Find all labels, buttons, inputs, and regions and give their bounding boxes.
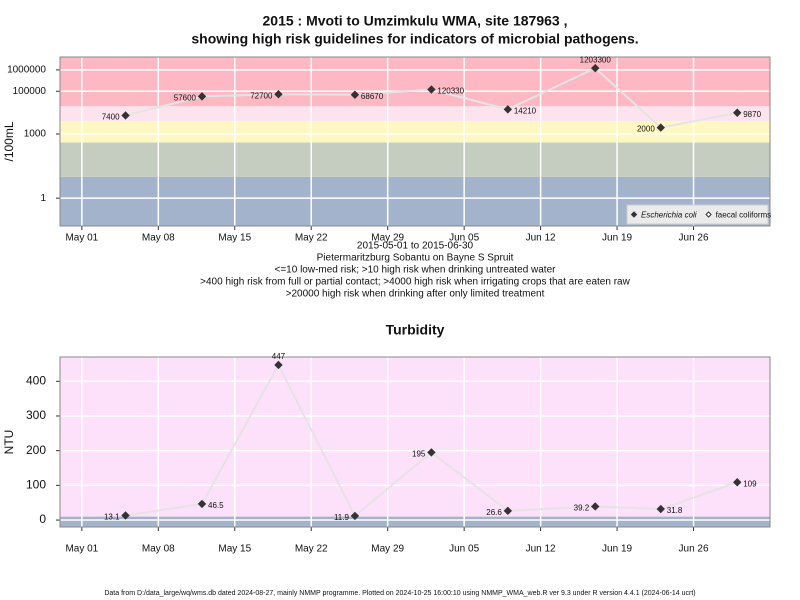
data-point bbox=[427, 448, 436, 457]
legend-label: faecal coliforms bbox=[716, 211, 772, 220]
note: <=10 low-med risk; >10 high risk when dr… bbox=[275, 265, 557, 276]
y-tick-label: 1 bbox=[40, 193, 46, 204]
data-label: 447 bbox=[272, 352, 286, 361]
y-tick-label: 200 bbox=[26, 443, 46, 457]
data-label: 109 bbox=[743, 479, 757, 488]
data-point bbox=[503, 506, 513, 516]
x-tick-label: Jun 05 bbox=[449, 544, 479, 555]
x-tick-label: Jun 19 bbox=[602, 544, 632, 555]
data-label: 26.6 bbox=[486, 508, 502, 517]
data-label: 195 bbox=[412, 450, 426, 459]
x-tick-label: May 15 bbox=[218, 233, 251, 244]
data-point bbox=[591, 502, 600, 511]
y-tick-label: 100000 bbox=[13, 86, 47, 97]
data-point bbox=[733, 478, 742, 487]
data-point bbox=[121, 111, 130, 120]
legend-marker bbox=[630, 211, 638, 218]
x-tick-label: May 29 bbox=[371, 233, 404, 244]
x-tick-label: May 08 bbox=[142, 544, 175, 555]
data-label: 39.2 bbox=[574, 504, 590, 513]
x-tick-label: May 01 bbox=[65, 233, 98, 244]
y-tick-label: 100 bbox=[26, 478, 46, 492]
data-label: 7400 bbox=[102, 113, 120, 122]
legend-marker bbox=[705, 211, 712, 218]
data-point bbox=[733, 108, 742, 117]
risk-band bbox=[60, 142, 770, 177]
data-label: 11.9 bbox=[334, 513, 350, 522]
risk-band bbox=[60, 121, 770, 143]
data-label: 68670 bbox=[361, 92, 384, 101]
data-point bbox=[656, 123, 665, 132]
x-tick-label: Jun 12 bbox=[526, 544, 556, 555]
chart-title: Turbidity bbox=[386, 322, 445, 338]
risk-band bbox=[60, 516, 770, 527]
risk-band bbox=[60, 57, 770, 107]
y-tick-label: 1000000 bbox=[7, 65, 46, 76]
plot-border bbox=[59, 56, 771, 227]
data-label: 1203300 bbox=[580, 55, 612, 64]
y-tick-label: 0 bbox=[39, 512, 46, 526]
y-tick-label: 300 bbox=[26, 408, 46, 422]
note: Pietermaritzburg Sobantu on Bayne S Spru… bbox=[317, 253, 514, 264]
data-point bbox=[503, 105, 513, 114]
x-tick-label: May 01 bbox=[65, 544, 98, 555]
y-axis-label: NTU bbox=[2, 430, 16, 455]
data-label: 72700 bbox=[250, 91, 273, 100]
note: >20000 high risk when drinking after onl… bbox=[286, 289, 545, 300]
x-tick-label: May 15 bbox=[218, 544, 251, 555]
x-tick-label: Jun 26 bbox=[679, 544, 709, 555]
data-point bbox=[350, 90, 360, 99]
data-label: 120330 bbox=[437, 87, 464, 96]
risk-band bbox=[60, 357, 770, 517]
note: 2015-05-01 to 2015-06-30 bbox=[357, 241, 474, 252]
data-point bbox=[591, 63, 600, 73]
plot-border bbox=[59, 356, 771, 528]
data-point bbox=[197, 499, 207, 509]
data-label: 2000 bbox=[637, 125, 655, 134]
data-label: 13.1 bbox=[104, 513, 120, 522]
y-tick-label: 1000 bbox=[24, 129, 47, 140]
data-point bbox=[427, 85, 436, 94]
y-axis-label: /100mL bbox=[2, 121, 16, 161]
x-tick-label: Jun 12 bbox=[526, 233, 556, 244]
x-tick-label: May 29 bbox=[371, 544, 404, 555]
data-point bbox=[197, 92, 207, 101]
footer: Data from D:/data_large/wq/wms.db dated … bbox=[104, 590, 695, 597]
legend-box bbox=[626, 204, 769, 225]
data-point bbox=[274, 360, 283, 370]
x-tick-label: Jun 26 bbox=[679, 233, 709, 244]
data-point bbox=[121, 511, 130, 520]
data-label: 46.5 bbox=[208, 501, 224, 510]
x-tick-label: May 22 bbox=[295, 544, 328, 555]
risk-band bbox=[60, 106, 770, 122]
data-label: 57600 bbox=[174, 93, 197, 102]
data-point bbox=[350, 511, 360, 521]
data-label: 31.8 bbox=[667, 506, 683, 515]
data-point bbox=[274, 90, 283, 99]
chart-title: 2015 : Mvoti to Umzimkulu WMA, site 1879… bbox=[263, 13, 568, 29]
y-tick-label: 400 bbox=[26, 373, 46, 387]
data-label: 9870 bbox=[743, 110, 761, 119]
x-tick-label: Jun 05 bbox=[449, 233, 479, 244]
x-tick-label: Jun 19 bbox=[602, 233, 632, 244]
note: >400 high risk from full or partial cont… bbox=[200, 277, 630, 288]
chart-title: showing high risk guidelines for indicat… bbox=[191, 31, 638, 47]
legend-label: Escherichia coli bbox=[641, 211, 697, 220]
data-point bbox=[656, 504, 665, 514]
data-label: 14210 bbox=[514, 106, 537, 115]
x-tick-label: May 08 bbox=[142, 233, 175, 244]
x-tick-label: May 22 bbox=[295, 233, 328, 244]
